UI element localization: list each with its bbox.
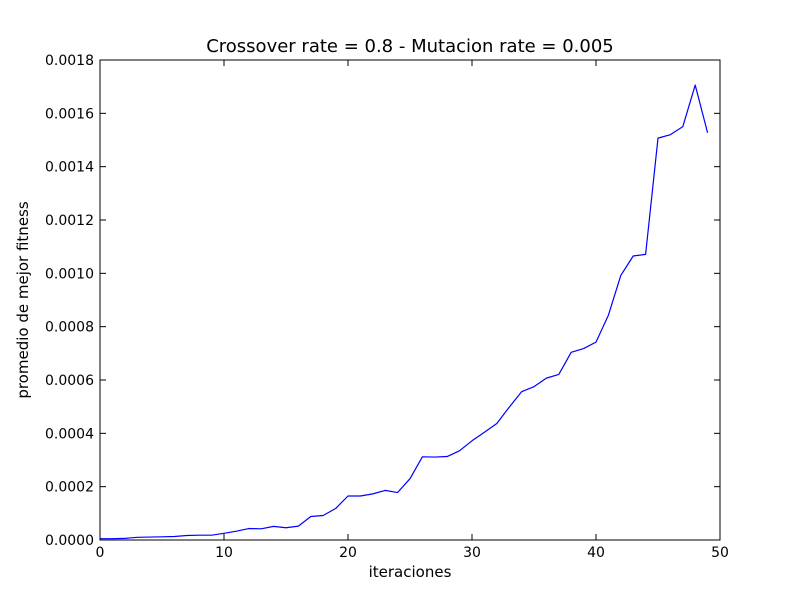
x-tick-label: 0 <box>96 545 105 561</box>
series-line <box>100 84 709 540</box>
axis-ticks: 0 10 20 30 40 50 0.0000 0.0002 0.0004 0.0006 0.000… <box>45 53 729 561</box>
y-tick-label: 0.0014 <box>45 160 94 176</box>
plot-frame <box>99 59 721 541</box>
x-tick-label: 20 <box>339 545 357 561</box>
x-tick-label: 30 <box>463 545 481 561</box>
y-tick-label: 0.0006 <box>45 373 94 389</box>
y-tick-label: 0.0018 <box>45 53 94 69</box>
x-axis-label: iteraciones <box>369 563 452 581</box>
x-tick-label: 40 <box>587 545 605 561</box>
y-tick-label: 0.0010 <box>45 266 94 282</box>
series-layer <box>100 84 709 540</box>
y-tick-label: 0.0002 <box>45 480 94 496</box>
x-tick-label: 50 <box>711 545 729 561</box>
chart-title: Crossover rate = 0.8 - Mutacion rate = 0… <box>206 36 614 57</box>
y-tick-label: 0.0004 <box>45 426 94 442</box>
y-tick-label: 0.0008 <box>45 320 94 336</box>
y-tick-label: 0.0016 <box>45 106 94 122</box>
y-tick-label: 0.0000 <box>45 533 94 549</box>
y-tick-label: 0.0012 <box>45 213 94 229</box>
x-tick-label: 10 <box>215 545 233 561</box>
y-axis-label: promedio de mejor fitness <box>14 201 32 399</box>
